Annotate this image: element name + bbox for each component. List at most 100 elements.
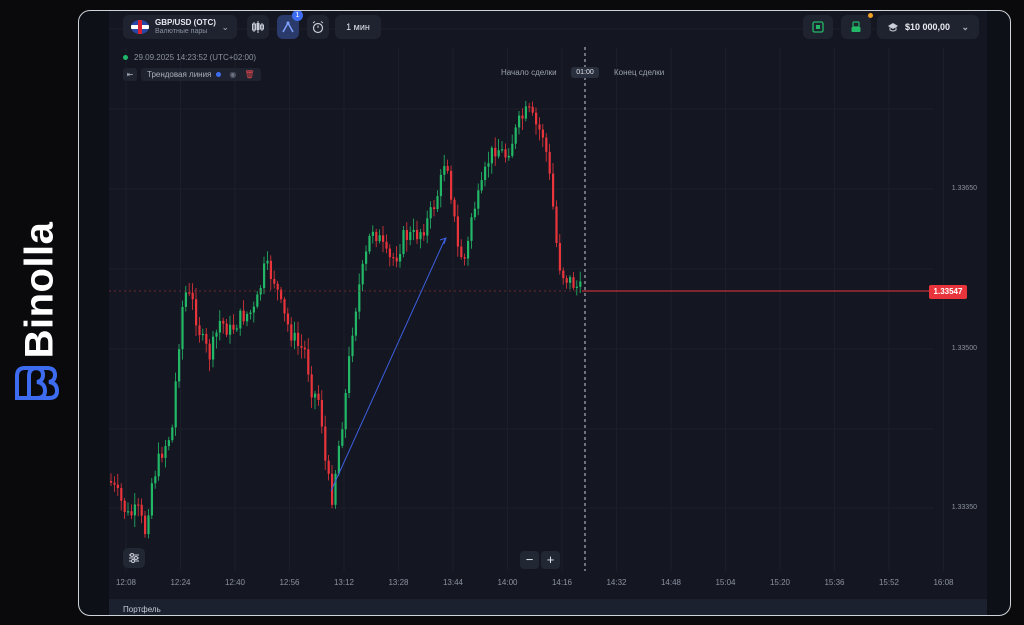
time-tick: 15:04 (715, 578, 736, 587)
asset-name: GBP/USD (OTC) (155, 18, 216, 27)
alarm-icon (312, 21, 324, 34)
asset-type: Валютные пары (155, 28, 208, 35)
chart-type-button[interactable] (247, 15, 269, 39)
trend-line-chip[interactable]: Трендовая линия ◉ 🗑 (141, 68, 261, 81)
candle-body (426, 218, 429, 236)
time-tick: 12:24 (170, 578, 191, 587)
time-tick: 12:56 (279, 578, 300, 587)
candle-body (422, 232, 425, 236)
candle-body (507, 155, 510, 158)
candle-body (555, 206, 558, 243)
candle-body (161, 453, 164, 458)
deals-button[interactable] (803, 15, 833, 39)
candle-body (385, 241, 388, 249)
alerts-button[interactable] (307, 15, 329, 39)
chart-settings-button[interactable] (123, 548, 145, 568)
candle-body (456, 216, 459, 247)
price-chart[interactable] (109, 11, 987, 599)
candle-body (205, 333, 208, 344)
candle-body (215, 332, 218, 337)
indicators-badge: 1 (292, 11, 303, 21)
candle-body (399, 254, 402, 262)
time-tick: 12:08 (115, 578, 137, 587)
candle-body (290, 324, 293, 341)
candle-body (436, 196, 439, 210)
candle-body (579, 281, 582, 287)
candle-body (307, 349, 310, 375)
time-tick: 14:32 (606, 578, 627, 587)
binolla-logo-icon (15, 366, 60, 400)
candle-body (150, 483, 153, 516)
candle-body (470, 217, 473, 241)
candle-body (535, 112, 538, 125)
candle-body (524, 106, 527, 119)
zoom-out-button[interactable]: − (520, 551, 539, 569)
candle-body (130, 511, 133, 516)
candle-body (351, 335, 354, 357)
zoom-in-button[interactable]: + (541, 551, 560, 569)
portfolio-label: Портфель (123, 605, 161, 614)
collapse-tools-icon[interactable]: ⇤ (123, 68, 137, 81)
candle-body (286, 313, 289, 325)
candle-body (120, 488, 123, 501)
candle-body (327, 460, 330, 474)
candle-body (252, 306, 255, 313)
candle-body (511, 143, 514, 156)
candle-body (303, 347, 306, 350)
brand-sidebar: Binolla (0, 0, 78, 625)
deal-end-label: Конец сделки (614, 68, 665, 77)
candle-body (460, 246, 463, 258)
candle-body (354, 311, 357, 336)
asset-selector[interactable]: GBP/USD (OTC) Валютные пары ⌄ (123, 15, 237, 39)
flag-icon (131, 20, 149, 34)
price-tick: 1.33500 (951, 345, 977, 352)
deal-icon (812, 21, 824, 33)
time-tick: 15:52 (878, 578, 900, 587)
trend-line-arrow (439, 237, 447, 245)
candle-body (235, 328, 238, 330)
candle-body (388, 248, 391, 258)
time-tick: 12:40 (224, 578, 246, 587)
candle-body (249, 312, 252, 314)
candle-body (157, 453, 160, 477)
candle-body (263, 263, 266, 289)
candle-body (484, 166, 487, 181)
candle-body (562, 270, 565, 279)
candle-body (378, 235, 381, 242)
candle-body (572, 277, 575, 288)
candle-body (450, 170, 453, 200)
candle-body (239, 310, 242, 329)
account-icon (851, 21, 861, 32)
indicators-button[interactable]: 1 (277, 11, 303, 39)
candle-body (382, 235, 385, 242)
balance-selector[interactable]: $10 000,00 ⌄ (877, 15, 979, 39)
eye-icon[interactable]: ◉ (229, 70, 237, 79)
candle-body (497, 150, 500, 157)
candle-body (127, 511, 130, 513)
candle-body (164, 446, 167, 458)
candle-body (538, 124, 541, 130)
candle-body (246, 313, 249, 322)
candle-body (171, 427, 174, 441)
candle-body (365, 251, 368, 264)
wallet-icon (888, 23, 898, 32)
tool-color-dot[interactable] (216, 72, 222, 77)
candle-body (123, 500, 126, 513)
candle-body (229, 324, 232, 335)
candle-body (133, 504, 136, 516)
trend-line (330, 238, 446, 492)
account-button[interactable] (841, 13, 873, 39)
candle-body (310, 374, 313, 398)
time-tick: 13:12 (333, 578, 355, 587)
trash-icon[interactable]: 🗑 (244, 70, 255, 79)
trading-app: GBP/USD (OTC) Валютные пары ⌄ 1 1 мин $1… (109, 11, 987, 615)
portfolio-bar[interactable]: Портфель (109, 599, 987, 615)
candle-body (334, 473, 337, 505)
candle-body (178, 349, 181, 382)
candle-body (184, 292, 187, 307)
candle-body (443, 166, 446, 175)
timeframe-button[interactable]: 1 мин (335, 15, 381, 39)
time-tick: 14:48 (660, 578, 682, 587)
candle-body (140, 504, 143, 516)
candle-body (419, 232, 422, 240)
